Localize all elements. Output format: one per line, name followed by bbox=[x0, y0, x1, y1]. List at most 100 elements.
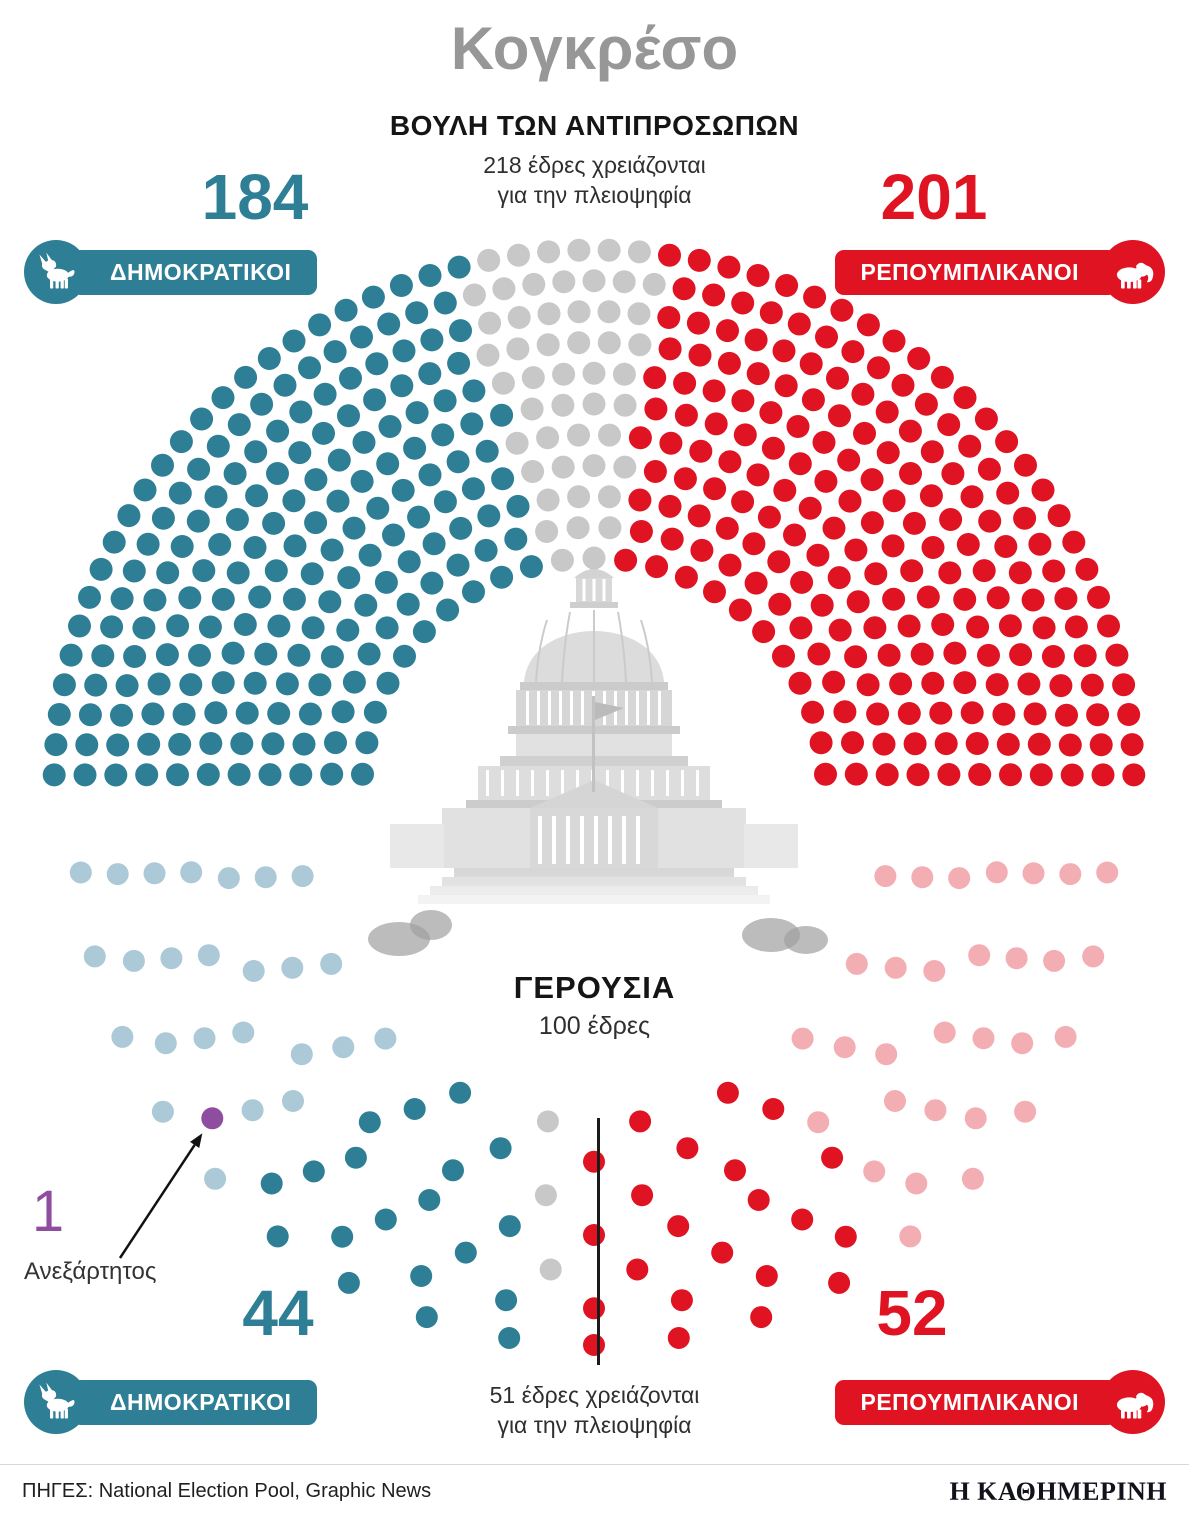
seat-dot bbox=[403, 1098, 426, 1120]
seat-dot bbox=[300, 562, 324, 586]
seat-dot bbox=[1097, 614, 1120, 638]
seat-dot bbox=[978, 509, 1002, 533]
seat-dot bbox=[977, 643, 1000, 667]
seat-dot bbox=[844, 762, 868, 786]
seat-dot bbox=[860, 511, 884, 535]
seat-dot bbox=[143, 588, 167, 612]
seat-dot bbox=[702, 379, 726, 403]
seat-dot bbox=[801, 700, 825, 724]
seat-dot bbox=[597, 300, 621, 324]
seat-dot bbox=[567, 331, 591, 355]
seat-dot bbox=[875, 1043, 898, 1066]
seat-dot bbox=[491, 371, 515, 395]
seat-dot bbox=[807, 1111, 830, 1134]
seat-dot bbox=[582, 269, 606, 293]
seat-dot bbox=[1014, 1100, 1037, 1123]
seat-dot bbox=[761, 436, 785, 460]
seat-dot bbox=[658, 243, 681, 267]
seat-dot bbox=[613, 455, 637, 479]
seat-dot bbox=[204, 485, 228, 509]
seat-dot bbox=[897, 702, 921, 725]
seat-dot bbox=[961, 1167, 984, 1190]
seat-dot bbox=[846, 590, 870, 614]
seat-dot bbox=[1117, 703, 1141, 726]
seat-dot bbox=[47, 703, 71, 726]
seat-dot bbox=[492, 277, 516, 301]
seat-dot bbox=[1017, 672, 1041, 696]
seat-dot bbox=[911, 866, 934, 889]
seat-dot bbox=[462, 283, 486, 307]
seat-dot bbox=[235, 701, 259, 725]
seat-dot bbox=[999, 763, 1022, 787]
seat-dot bbox=[860, 468, 884, 492]
seat-dot bbox=[282, 489, 306, 513]
seat-dot bbox=[863, 616, 887, 640]
tree-right-small-icon bbox=[784, 926, 828, 954]
seat-dot bbox=[199, 732, 223, 755]
seat-dot bbox=[815, 325, 838, 349]
seat-dot bbox=[884, 1090, 906, 1112]
seat-dot bbox=[166, 763, 189, 787]
sources-text: ΠΗΓΕΣ: National Election Pool, Graphic N… bbox=[22, 1480, 432, 1502]
seat-dot bbox=[539, 1258, 562, 1281]
seat-dot bbox=[221, 641, 245, 665]
seat-dot bbox=[567, 300, 591, 324]
seat-dot bbox=[250, 392, 274, 416]
seat-dot bbox=[968, 763, 992, 786]
seat-dot bbox=[188, 643, 211, 667]
seat-dot bbox=[814, 469, 838, 493]
seat-dot bbox=[179, 673, 203, 697]
seat-dot bbox=[324, 731, 347, 755]
seat-dot bbox=[365, 352, 389, 376]
seat-dot bbox=[791, 1208, 814, 1231]
seat-dot bbox=[178, 586, 202, 610]
seat-dot bbox=[872, 732, 896, 756]
seat-dot bbox=[477, 248, 501, 272]
seat-dot bbox=[731, 291, 755, 315]
seat-dot bbox=[226, 561, 250, 585]
seat-dot bbox=[206, 434, 230, 458]
house-democrats-count: 184 bbox=[201, 161, 309, 233]
seat-dot bbox=[352, 430, 376, 454]
seat-dot bbox=[582, 361, 606, 385]
seat-dot bbox=[821, 1146, 844, 1169]
seat-dot bbox=[689, 439, 713, 463]
seat-dot bbox=[974, 407, 998, 431]
seat-dot bbox=[83, 945, 106, 968]
seat-dot bbox=[612, 362, 636, 386]
capitol-illustration bbox=[372, 548, 816, 984]
seat-dot bbox=[711, 1241, 734, 1264]
seat-dot bbox=[674, 403, 698, 427]
seat-dot bbox=[254, 642, 278, 666]
seat-dot bbox=[755, 1265, 778, 1287]
seat-dot bbox=[1087, 585, 1110, 609]
seat-dot bbox=[762, 1098, 785, 1120]
seat-dot bbox=[598, 516, 622, 540]
seat-dot bbox=[670, 1289, 693, 1312]
seat-dot bbox=[475, 439, 499, 463]
seat-dot bbox=[355, 731, 379, 755]
seat-dot bbox=[552, 362, 576, 386]
seat-dot bbox=[920, 440, 944, 464]
senate-majority-note-line2: για την πλειοψηφία bbox=[497, 1412, 692, 1439]
house-majority-note-line2: για την πλειοψηφία bbox=[497, 182, 692, 209]
seat-dot bbox=[814, 762, 837, 786]
seat-dot bbox=[169, 430, 193, 454]
seat-dot bbox=[52, 673, 76, 697]
seat-dot bbox=[703, 477, 727, 501]
seat-dot bbox=[715, 516, 739, 540]
seat-dot bbox=[44, 733, 68, 757]
seat-dot bbox=[905, 1172, 928, 1195]
seat-dot bbox=[1055, 703, 1078, 727]
seat-dot bbox=[583, 1224, 605, 1246]
seat-dot bbox=[746, 362, 770, 386]
seat-dot bbox=[597, 238, 621, 262]
seat-dot bbox=[642, 272, 666, 296]
seat-dot bbox=[418, 1189, 441, 1211]
seat-dot bbox=[733, 423, 757, 447]
seat-dot bbox=[110, 587, 134, 611]
seat-dot bbox=[447, 255, 471, 279]
seat-dot bbox=[628, 488, 652, 512]
seat-dot bbox=[361, 285, 385, 309]
seat-dot bbox=[629, 520, 653, 543]
